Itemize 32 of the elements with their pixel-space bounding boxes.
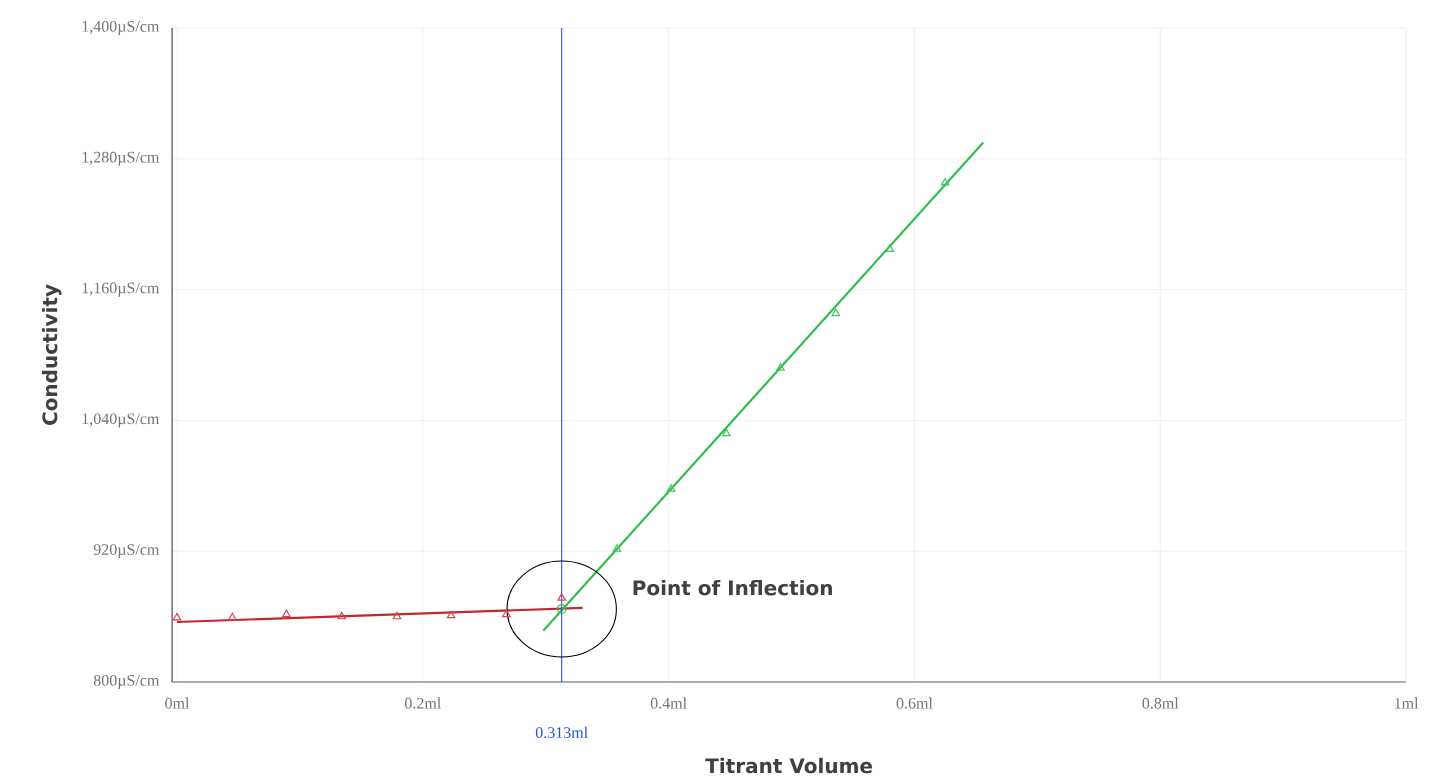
annotation: Point of Inflection <box>633 579 832 596</box>
y-tick-label: 1,160µS/cm <box>82 282 160 297</box>
point <box>337 611 346 620</box>
x-tick-label: 1ml <box>1395 697 1419 709</box>
point <box>392 611 402 620</box>
point <box>940 177 950 186</box>
x-tick-label: 0.6ml <box>896 697 933 709</box>
point <box>172 612 182 621</box>
point <box>282 609 291 618</box>
y-tick-label: 1,400µS/cm <box>82 20 160 36</box>
ref-line-label: 0.313ml <box>535 726 588 739</box>
y-tick-label: 1,280µS/cm <box>82 151 160 166</box>
point <box>556 604 567 614</box>
y-axis-title: Conductivity <box>41 284 62 425</box>
x-tick-label: 0.4ml <box>650 697 687 709</box>
point <box>885 244 895 253</box>
x-axis-title: Titrant Volume <box>705 757 873 774</box>
point <box>446 610 456 619</box>
point <box>776 363 785 371</box>
point <box>722 428 731 437</box>
point <box>228 612 237 621</box>
x-tick-label: 0.2ml <box>404 697 441 709</box>
y-tick-label: 920µS/cm <box>93 544 160 559</box>
point <box>612 544 622 552</box>
point <box>502 609 511 618</box>
point <box>557 593 567 601</box>
point <box>666 484 676 492</box>
y-tick-label: 1,040µS/cm <box>82 413 160 428</box>
x-tick-label: 0ml <box>165 697 190 709</box>
point <box>831 308 841 317</box>
x-tick-label: 0.8ml <box>1142 697 1179 709</box>
y-tick-label: 800µS/cm <box>93 674 160 690</box>
